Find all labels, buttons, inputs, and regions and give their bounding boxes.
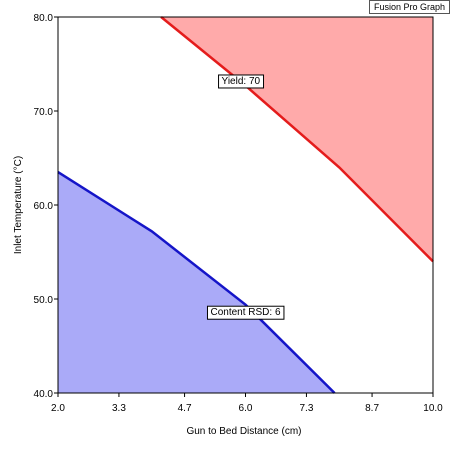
- x-tick-label: 6.0: [239, 403, 253, 414]
- y-tick-label: 40.0: [34, 389, 54, 400]
- app-badge: Fusion Pro Graph: [368, 0, 450, 14]
- region-fills: [58, 17, 433, 393]
- contour-line-2: [57, 171, 336, 394]
- x-tick-label: 4.7: [178, 403, 192, 414]
- x-tick-label: 2.0: [51, 403, 65, 414]
- annotation-text: Content RSD: 6: [210, 307, 280, 318]
- y-axis-label: Inlet Temperature (°C): [13, 156, 24, 254]
- y-tick-label: 80.0: [34, 13, 54, 24]
- contour-annotations: Yield: 70 Content RSD: 6: [206, 74, 285, 320]
- annotation-label-1: Yield: 70: [218, 74, 265, 89]
- y-tick-label: 60.0: [34, 201, 54, 212]
- region-fill-2: [58, 172, 335, 393]
- contour-lines: [57, 16, 434, 394]
- x-tick-label: 3.3: [112, 403, 126, 414]
- y-axis: 40.0 50.0 60.0 70.0 80.0: [34, 13, 58, 400]
- x-axis: 2.0 3.3 4.7 6.0 7.3 8.7 10.0: [51, 393, 443, 414]
- y-tick-label: 50.0: [34, 295, 54, 306]
- annotation-text: Yield: 70: [222, 76, 261, 87]
- x-tick-label: 7.3: [299, 403, 313, 414]
- y-tick-label: 70.0: [34, 107, 54, 118]
- contour-line-1: [160, 16, 434, 263]
- annotation-box: [218, 74, 265, 89]
- x-tick-label: 10.0: [423, 403, 443, 414]
- x-axis-label: Gun to Bed Distance (cm): [186, 426, 301, 437]
- x-tick-label: 8.7: [365, 403, 379, 414]
- annotation-box: [206, 305, 285, 320]
- region-fill-1: [161, 17, 433, 262]
- annotation-label-2: Content RSD: 6: [206, 305, 285, 320]
